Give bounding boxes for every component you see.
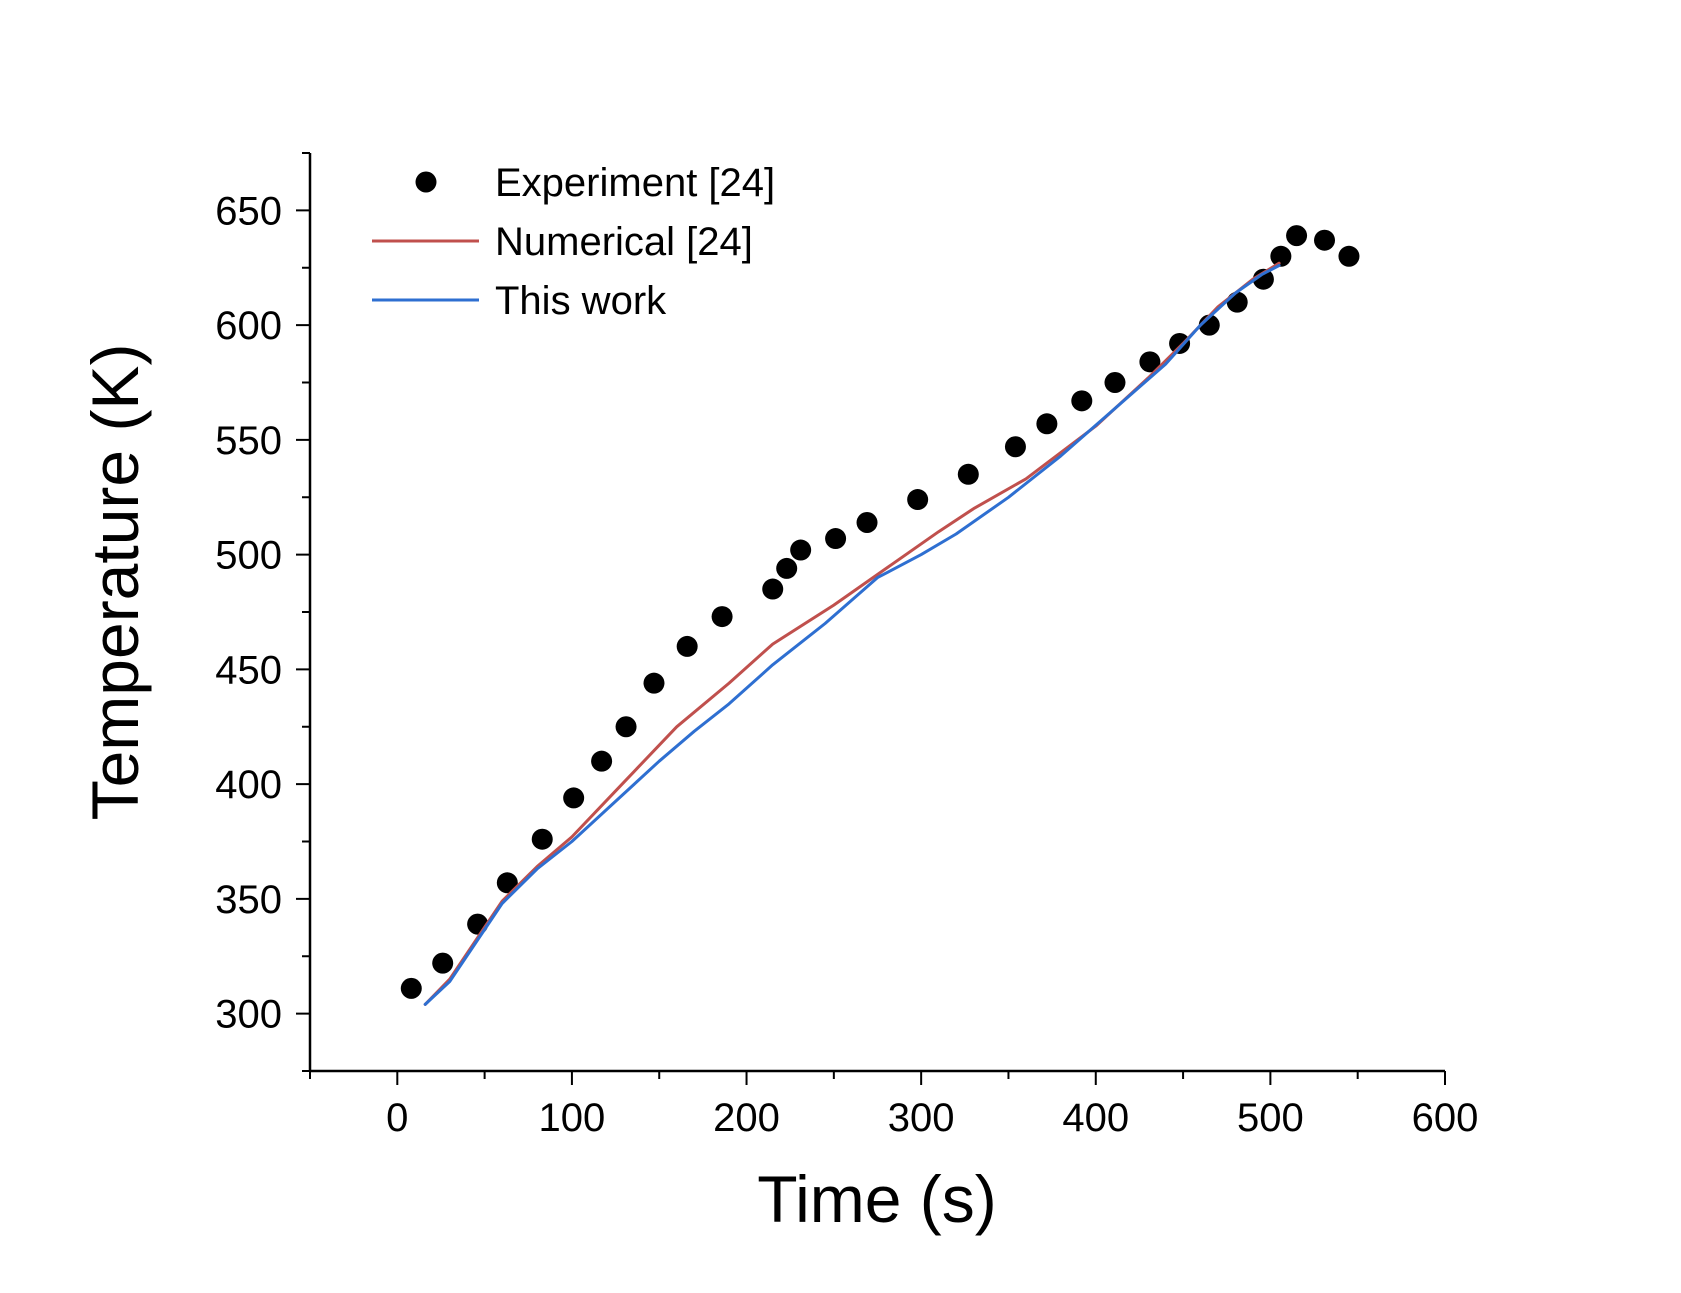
experiment-point [615, 716, 637, 738]
y-axis-title: Temperature (K) [78, 344, 152, 821]
experiment-point [676, 635, 698, 657]
x-tick-label: 0 [386, 1096, 408, 1140]
experiment-point [531, 828, 553, 850]
experiment-point [1338, 245, 1360, 267]
y-tick-label: 500 [215, 534, 282, 578]
experiment-point [907, 489, 929, 511]
experiment-point [790, 539, 812, 561]
legend-swatch-marker [415, 171, 437, 193]
experiment-point [1286, 225, 1308, 247]
x-tick-label: 300 [888, 1096, 955, 1140]
experiment-point [711, 606, 733, 628]
x-tick-label: 600 [1412, 1096, 1479, 1140]
experiment-point [643, 672, 665, 694]
experiment-point [1314, 229, 1336, 251]
experiment-point [1104, 372, 1126, 393]
experiment-point [1169, 332, 1191, 354]
legend-label: Numerical [24] [495, 220, 753, 264]
experiment-point [856, 511, 878, 533]
y-tick-label: 350 [215, 878, 282, 922]
y-tick-label: 300 [215, 993, 282, 1037]
experiment-point [825, 528, 847, 550]
legend-label: Experiment [24] [495, 161, 775, 205]
axes: 0 100 200 300 400 500 600 300 350 400 450 500 550 600… [215, 152, 1479, 1140]
experiment-point [1004, 436, 1026, 458]
experiment-point [1252, 268, 1274, 290]
series-line-1 [423, 261, 1281, 1006]
experiment-point [1270, 245, 1292, 267]
experiment-point [957, 463, 979, 485]
experiment-point [1139, 351, 1161, 373]
legend: Experiment [24] Numerical [24] This work [372, 161, 775, 323]
experiment-point [776, 557, 798, 579]
experiment-point [762, 578, 784, 600]
x-tick-label: 100 [539, 1096, 606, 1140]
x-axis-title: Time (s) [757, 1162, 997, 1236]
y-tick-label: 600 [215, 304, 282, 348]
data-layer [400, 225, 1360, 1006]
y-tick-label: 650 [215, 189, 282, 233]
series-line-2 [423, 264, 1281, 1006]
experiment-point [432, 952, 454, 974]
y-tick-label: 400 [215, 763, 282, 807]
x-tick-label: 400 [1062, 1096, 1129, 1140]
legend-label: This work [495, 279, 667, 323]
x-tick-label: 200 [713, 1096, 780, 1140]
experiment-point [563, 787, 585, 809]
experiment-point [1226, 291, 1248, 313]
experiment-point [1036, 413, 1058, 435]
y-tick-label: 450 [215, 648, 282, 692]
experiment-point [1071, 390, 1093, 412]
y-tick-label: 550 [215, 419, 282, 463]
experiment-point [496, 872, 518, 894]
x-tick-label: 500 [1237, 1096, 1304, 1140]
experiment-point [591, 750, 613, 772]
experiment-point [400, 977, 422, 999]
